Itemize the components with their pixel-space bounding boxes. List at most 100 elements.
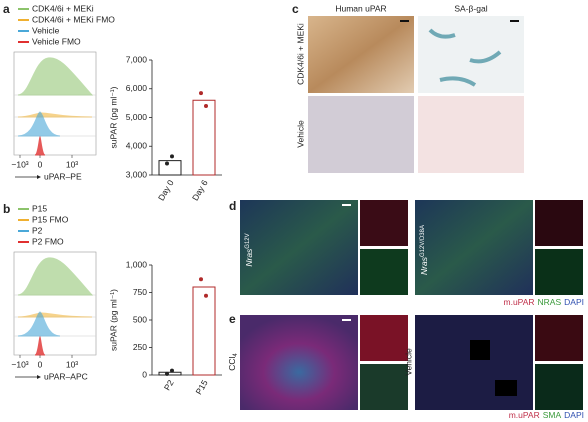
panel-label: b <box>3 202 10 216</box>
legend-label: P2 FMO <box>32 236 64 246</box>
image-label: Vehicle <box>403 348 413 376</box>
panel-label: e <box>229 312 236 326</box>
legend-label: Vehicle FMO <box>32 36 81 46</box>
micrograph <box>535 249 583 295</box>
text-part: Nras <box>244 248 254 267</box>
column-title: SA-β-gal <box>454 3 487 13</box>
y-tick-label: 7,000 <box>126 54 148 64</box>
y-tick-label: 6,000 <box>126 83 148 93</box>
text-part: m.uPAR <box>509 410 540 420</box>
data-point <box>170 154 174 159</box>
y-tick-label: 1,000 <box>126 259 148 269</box>
caption: m.uPAR SMA DAPI <box>509 410 584 420</box>
text-part: DAPI <box>564 410 584 420</box>
text-part: G12V/D38A <box>420 225 426 257</box>
data-point <box>165 371 169 376</box>
row-label: Vehicle <box>295 120 305 148</box>
data-point <box>204 293 208 298</box>
y-tick-label: 500 <box>133 314 147 324</box>
legend-label: CDK4/6i + MEKi <box>32 3 94 13</box>
text-part: m.uPAR <box>504 297 535 307</box>
scale-bar <box>342 319 351 321</box>
histogram-curve <box>17 111 61 137</box>
stain <box>428 28 502 87</box>
histogram-curve <box>17 311 61 337</box>
bar <box>158 371 182 376</box>
histogram-curve <box>17 57 94 96</box>
micrograph <box>535 315 583 361</box>
micrograph <box>240 200 358 295</box>
histogram-curve <box>34 135 46 156</box>
y-tick-label: 250 <box>133 342 147 352</box>
x-tick-label: P2 <box>162 378 176 392</box>
y-tick-label: 4,000 <box>126 141 148 151</box>
x-tick-label: 10³ <box>66 359 78 369</box>
data-point <box>199 91 203 96</box>
x-tick-label: Day 6 <box>190 178 210 202</box>
caption: m.uPAR NRAS DAPI <box>504 297 585 307</box>
legend-label: P15 <box>32 203 47 213</box>
histogram-curve <box>17 112 93 118</box>
x-axis-label: uPAR–PE <box>44 171 82 181</box>
micrograph <box>240 315 358 410</box>
histogram-curve <box>34 335 46 356</box>
text-part: SMA <box>543 410 562 420</box>
micrographs <box>240 16 583 410</box>
x-tick-label: −10³ <box>11 159 28 169</box>
x-tick-label: 0 <box>38 359 43 369</box>
x-tick-label: −10³ <box>11 359 28 369</box>
legend-label: Vehicle <box>32 25 60 35</box>
micrograph <box>535 200 583 246</box>
text-part: Nras <box>419 256 429 275</box>
text-part: G12V <box>245 233 251 248</box>
scale-bar <box>342 204 351 206</box>
scale-bar <box>400 20 409 22</box>
y-tick-label: 750 <box>133 287 147 297</box>
axis-arrow-head <box>37 375 41 379</box>
micrograph <box>418 16 524 93</box>
text-part: 4 <box>233 353 239 357</box>
bar <box>192 99 216 176</box>
image-label: CCl4 <box>227 353 238 371</box>
text-part: CCl <box>227 356 237 370</box>
data-point <box>165 161 169 166</box>
micrograph <box>360 249 408 295</box>
image-label: NrasG12V <box>244 233 254 266</box>
bar <box>192 286 216 376</box>
legend-label: P2 <box>32 225 43 235</box>
bar <box>158 160 182 176</box>
x-tick-label: 0 <box>38 159 43 169</box>
panel-label: c <box>292 2 299 16</box>
micrograph <box>360 200 408 246</box>
y-tick-label: 5,000 <box>126 112 148 122</box>
micrograph <box>418 96 524 173</box>
axis-arrow-head <box>37 175 41 179</box>
panel-label: a <box>3 2 10 16</box>
data-point <box>204 104 208 108</box>
y-axis-label: suPAR (pg ml⁻¹) <box>108 289 118 351</box>
text-part: DAPI <box>564 297 584 307</box>
image-label: NrasG12V/D38A <box>419 225 429 275</box>
x-axis-label: uPAR–APC <box>44 371 88 381</box>
y-tick-label: 3,000 <box>126 169 148 179</box>
x-tick-label: P15 <box>193 378 209 396</box>
column-title: Human uPAR <box>335 3 386 13</box>
y-axis-label: suPAR (pg ml⁻¹) <box>108 86 118 148</box>
micrograph <box>308 16 414 93</box>
x-tick-label: Day 0 <box>156 178 176 202</box>
legend-label: P15 FMO <box>32 214 69 224</box>
row-label: CDK4/6i + MEKi <box>295 23 305 85</box>
y-tick-label: 0 <box>142 369 147 379</box>
text-part: NRAS <box>538 297 562 307</box>
legend-label: CDK4/6i + MEKi FMO <box>32 14 115 24</box>
micrograph <box>360 315 408 361</box>
micrograph <box>360 364 408 410</box>
micrograph <box>308 96 414 173</box>
data-point <box>199 277 203 282</box>
scale-bar <box>510 20 519 22</box>
vessel <box>495 380 517 396</box>
x-tick-label: 10³ <box>66 159 78 169</box>
micrograph <box>535 364 583 410</box>
histogram-curve <box>17 312 93 318</box>
